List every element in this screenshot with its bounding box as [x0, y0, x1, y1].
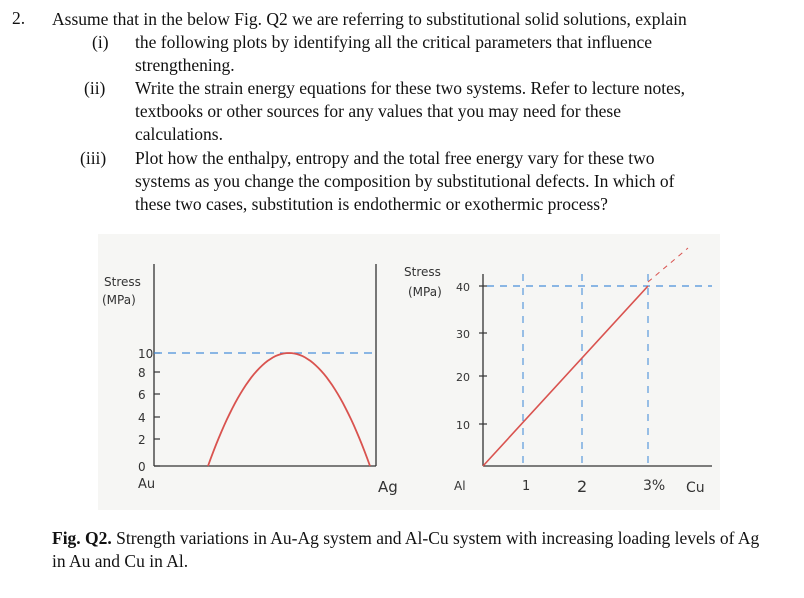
- right-guides: [487, 274, 712, 466]
- part-i-label: (i): [92, 32, 109, 52]
- left-ylabel-line1: Stress: [104, 275, 141, 289]
- right-x-tick-3: 3%: [643, 478, 665, 494]
- left-y-tick-label: 4: [138, 411, 146, 425]
- left-x-label-au: Au: [138, 477, 155, 492]
- left-ylabel-line2: (MPa): [102, 293, 136, 307]
- right-y-ticks: 10 20 30 40: [456, 281, 487, 432]
- part-ii-label: (ii): [84, 78, 106, 98]
- caption-text: Strength variations in Au-Ag system and …: [52, 528, 760, 571]
- question-intro: Assume that in the below Fig. Q2 we are …: [52, 9, 687, 29]
- right-y-tick-label: 40: [456, 281, 470, 294]
- question-number: 2.: [12, 8, 26, 28]
- right-x-label-al: Al: [454, 479, 466, 493]
- part-i-line-2: strengthening.: [135, 55, 235, 75]
- right-y-tick-label: 20: [456, 371, 470, 384]
- part-ii-line-3: calculations.: [135, 124, 223, 144]
- left-y-tick-label: 8: [138, 366, 146, 380]
- part-i-line-1: the following plots by identifying all t…: [135, 32, 653, 52]
- right-ylabel-line2: (MPa): [408, 285, 442, 299]
- caption-label: Fig. Q2.: [52, 528, 112, 548]
- right-stress-line: [482, 285, 649, 467]
- part-ii-line-2: textbooks or other sources for any value…: [135, 101, 621, 121]
- right-line-extension: [647, 247, 689, 283]
- figure-background: [98, 234, 720, 510]
- left-y-tick-label: 6: [138, 388, 146, 402]
- right-y-tick-label: 10: [456, 419, 470, 432]
- left-y-tick-label: 10: [138, 347, 153, 361]
- right-x-unit-cu: Cu: [686, 480, 705, 496]
- figure-q2: Stress (MPa) 0 2 4 6 8 10 Au Ag Stress (MPa) …: [98, 234, 720, 510]
- right-ylabel-line1: Stress: [404, 265, 441, 279]
- part-iii-line-3: these two cases, substitution is endothe…: [135, 194, 608, 214]
- right-x-tick-2: 2: [577, 477, 587, 496]
- left-y-tick-label: 0: [138, 460, 146, 474]
- left-plot: Stress (MPa) 0 2 4 6 8 10 Au Ag: [102, 264, 398, 496]
- left-stress-curve: [207, 352, 371, 467]
- figure-caption: Fig. Q2. Strength variations in Au-Ag sy…: [52, 527, 776, 572]
- right-x-tick-1: 1: [522, 479, 530, 494]
- part-iii-line-1: Plot how the enthalpy, entropy and the t…: [135, 148, 655, 168]
- right-plot: Stress (MPa) 10 20 30 40 Al 1 2 3% Cu: [404, 247, 712, 496]
- left-x-label-ag: Ag: [378, 478, 398, 496]
- left-y-tick-label: 2: [138, 433, 146, 447]
- part-iii-line-2: systems as you change the composition by…: [135, 171, 675, 191]
- part-iii-label: (iii): [80, 148, 107, 168]
- part-ii-line-1: Write the strain energy equations for th…: [135, 78, 686, 98]
- right-y-tick-label: 30: [456, 328, 470, 341]
- left-y-ticks: 0 2 4 6 8 10: [138, 347, 160, 474]
